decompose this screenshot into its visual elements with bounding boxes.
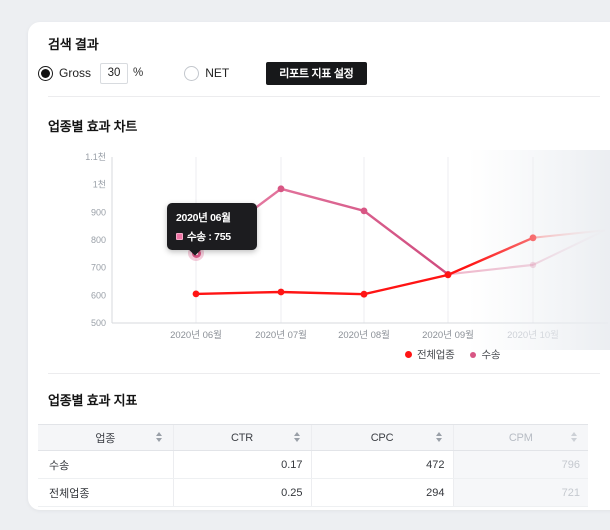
legend-dot-icon: [470, 351, 477, 358]
y-tick-label: 700: [91, 263, 106, 273]
industry-metrics-table: 업종 CTR CPC CPM 수송 0.17: [38, 424, 588, 507]
cell-cpm: 796: [452, 450, 588, 479]
section-divider: [48, 96, 600, 97]
tooltip-date: 2020년 06월: [176, 212, 231, 224]
chart-section-title: 업종별 효과 차트: [48, 119, 138, 134]
cell-ctr: 0.17: [172, 450, 311, 479]
x-tick-label: 2020년 09월: [422, 329, 474, 341]
column-header-cpc[interactable]: CPC: [310, 424, 453, 451]
report-metric-settings-button[interactable]: 리포트 지표 설정: [266, 61, 367, 85]
radio-unselected-icon: [184, 65, 200, 81]
y-tick-label: 500: [91, 318, 106, 328]
chart-tooltip: 2020년 06월 수송 : 755: [167, 203, 257, 256]
radio-selected-icon: [38, 65, 53, 81]
gross-radio-label: Gross: [59, 66, 92, 80]
sort-icon: [435, 432, 442, 442]
net-radio[interactable]: NET: [184, 65, 230, 81]
column-header-cpm[interactable]: CPM: [452, 424, 588, 451]
percent-sign: %: [133, 67, 144, 79]
y-tick-label: 1천: [93, 180, 106, 190]
y-tick-label: 600: [91, 290, 106, 300]
net-radio-label: NET: [205, 66, 230, 80]
table-header-row: 업종 CTR CPC CPM: [38, 424, 588, 451]
table-section-title: 업종별 효과 지표: [48, 393, 138, 408]
legend-item-total[interactable]: 전체업종: [405, 347, 455, 362]
table-row: 전체업종 0.25 294 721: [38, 478, 588, 507]
cell-cpc: 294: [310, 478, 453, 507]
section-divider: [48, 373, 600, 374]
sort-icon: [571, 432, 577, 442]
chart-legend: 전체업종 수송: [405, 347, 500, 362]
chart-point[interactable]: [277, 288, 285, 296]
sort-icon: [293, 432, 300, 442]
column-header-industry[interactable]: 업종: [38, 424, 173, 451]
cell-ctr: 0.25: [172, 478, 311, 507]
cell-industry: 전체업종: [38, 478, 173, 507]
cell-industry: 수송: [38, 450, 173, 479]
forecast-fade-overlay: [468, 150, 610, 350]
sort-icon: [155, 432, 162, 442]
cell-cpc: 472: [310, 450, 453, 479]
tooltip-value: 수송 : 755: [187, 231, 231, 243]
y-tick-label: 800: [91, 235, 106, 245]
chart-point[interactable]: [360, 207, 368, 215]
results-panel: 검색 결과 Gross % NET 리포트 지표 설정 업종별 효과 차트 1.…: [28, 22, 610, 510]
table-row: 수송 0.17 472 796: [38, 450, 588, 479]
legend-item-transport[interactable]: 수송: [470, 347, 500, 362]
chart-point[interactable]: [192, 290, 200, 298]
y-tick-label: 900: [91, 207, 106, 217]
series-swatch-icon: [176, 233, 183, 240]
tooltip-row: 수송 : 755: [176, 229, 248, 244]
gross-percent-input[interactable]: [100, 62, 129, 84]
x-tick-label: 2020년 06월: [170, 329, 222, 341]
industry-effect-chart[interactable]: 1.1천 1천 900 800 700 600 500 2020년 06월 2020년 07월 2…: [28, 150, 610, 380]
y-tick-label: 1.1천: [85, 152, 106, 162]
search-results-title: 검색 결과: [48, 37, 99, 52]
chart-point[interactable]: [360, 290, 368, 298]
filter-controls: Gross % NET 리포트 지표 설정: [38, 60, 367, 86]
cell-cpm: 721: [452, 478, 588, 507]
x-tick-label: 2020년 08월: [338, 329, 390, 341]
column-header-ctr[interactable]: CTR: [172, 424, 311, 451]
chart-point[interactable]: [444, 271, 452, 279]
gross-radio[interactable]: Gross: [38, 65, 92, 81]
chart-point[interactable]: [277, 185, 285, 193]
x-tick-label: 2020년 07월: [255, 329, 307, 341]
legend-dot-icon: [405, 351, 412, 358]
